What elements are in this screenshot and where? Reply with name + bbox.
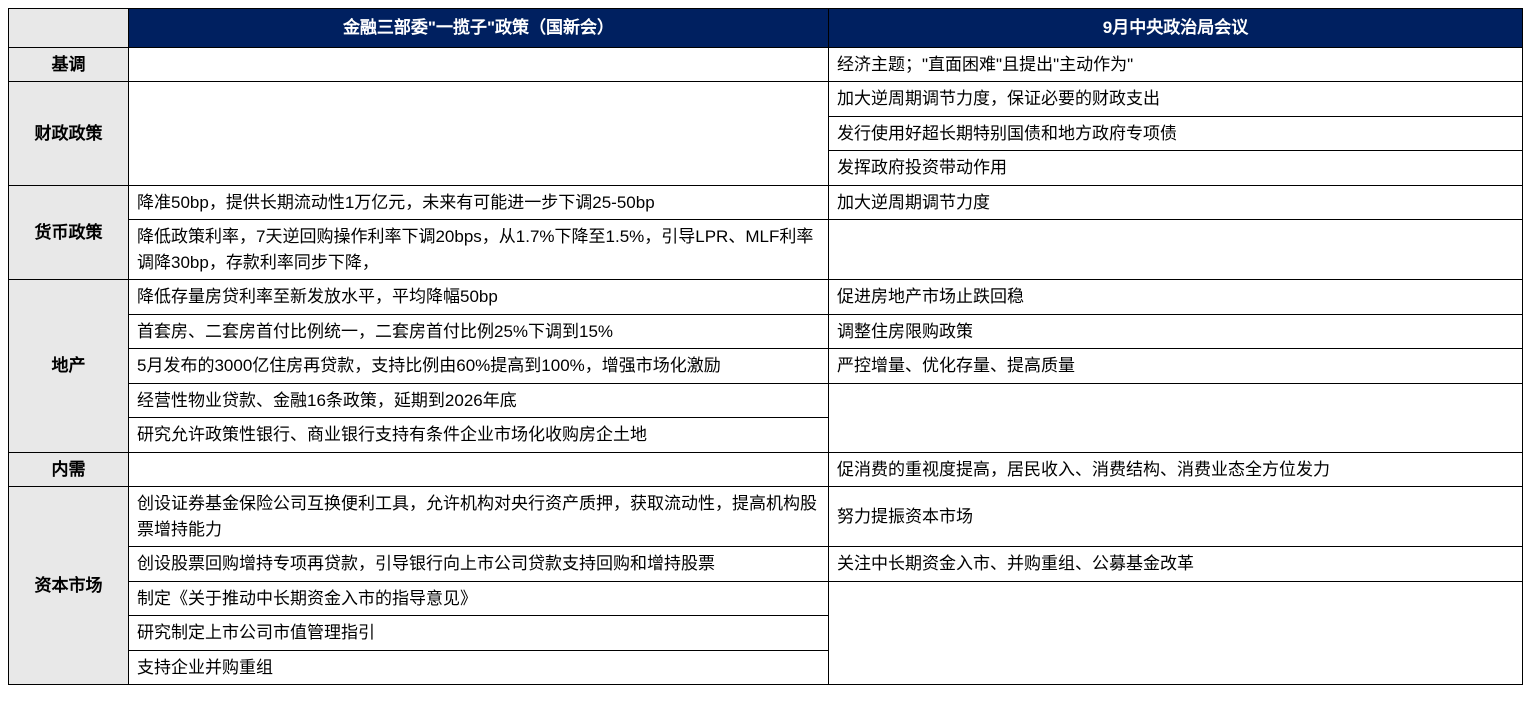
table-row: 5月发布的3000亿住房再贷款，支持比例由60%提高到100%，增强市场化激励 … [9,349,1523,384]
cell-empty [129,452,829,487]
cell-empty [829,383,1523,452]
cell-content: 制定《关于推动中长期资金入市的指导意见》 [129,581,829,616]
cell-content: 严控增量、优化存量、提高质量 [829,349,1523,384]
category-monetary: 货币政策 [9,185,129,280]
cell-content: 经济主题；"直面困难"且提出"主动作为" [829,47,1523,82]
cell-content: 发行使用好超长期特别国债和地方政府专项债 [829,116,1523,151]
table-row: 货币政策 降准50bp，提供长期流动性1万亿元，未来有可能进一步下调25-50b… [9,185,1523,220]
cell-content: 促消费的重视度提高，居民收入、消费结构、消费业态全方位发力 [829,452,1523,487]
table-row: 创设股票回购增持专项再贷款，引导银行向上市公司贷款支持回购和增持股票 关注中长期… [9,547,1523,582]
table-row: 首套房、二套房首付比例统一，二套房首付比例25%下调到15% 调整住房限购政策 [9,314,1523,349]
header-left: 金融三部委"一揽子"政策（国新会） [129,9,829,48]
category-realestate: 地产 [9,280,129,453]
cell-empty [829,581,1523,685]
cell-empty [829,220,1523,280]
table-row: 内需 促消费的重视度提高，居民收入、消费结构、消费业态全方位发力 [9,452,1523,487]
cell-content: 5月发布的3000亿住房再贷款，支持比例由60%提高到100%，增强市场化激励 [129,349,829,384]
cell-content: 关注中长期资金入市、并购重组、公募基金改革 [829,547,1523,582]
policy-comparison-table: 金融三部委"一揽子"政策（国新会） 9月中央政治局会议 基调 经济主题；"直面困… [8,8,1523,685]
category-demand: 内需 [9,452,129,487]
cell-empty [129,82,829,186]
cell-content: 首套房、二套房首付比例统一，二套房首付比例25%下调到15% [129,314,829,349]
table-row: 经营性物业贷款、金融16条政策，延期到2026年底 [9,383,1523,418]
cell-content: 努力提振资本市场 [829,487,1523,547]
cell-content: 支持企业并购重组 [129,650,829,685]
cell-content: 创设证券基金保险公司互换便利工具，允许机构对央行资产质押，获取流动性，提高机构股… [129,487,829,547]
table-row: 财政政策 加大逆周期调节力度，保证必要的财政支出 [9,82,1523,117]
cell-content: 经营性物业贷款、金融16条政策，延期到2026年底 [129,383,829,418]
cell-content: 创设股票回购增持专项再贷款，引导银行向上市公司贷款支持回购和增持股票 [129,547,829,582]
cell-empty [129,47,829,82]
cell-content: 加大逆周期调节力度 [829,185,1523,220]
header-row: 金融三部委"一揽子"政策（国新会） 9月中央政治局会议 [9,9,1523,48]
cell-content: 研究制定上市公司市值管理指引 [129,616,829,651]
table-row: 地产 降低存量房贷利率至新发放水平，平均降幅50bp 促进房地产市场止跌回稳 [9,280,1523,315]
table-row: 降低政策利率，7天逆回购操作利率下调20bps，从1.7%下降至1.5%，引导L… [9,220,1523,280]
cell-content: 降低存量房贷利率至新发放水平，平均降幅50bp [129,280,829,315]
cell-content: 降低政策利率，7天逆回购操作利率下调20bps，从1.7%下降至1.5%，引导L… [129,220,829,280]
cell-content: 调整住房限购政策 [829,314,1523,349]
category-capital: 资本市场 [9,487,129,685]
table-row: 基调 经济主题；"直面困难"且提出"主动作为" [9,47,1523,82]
category-tone: 基调 [9,47,129,82]
cell-content: 发挥政府投资带动作用 [829,151,1523,186]
table-row: 资本市场 创设证券基金保险公司互换便利工具，允许机构对央行资产质押，获取流动性，… [9,487,1523,547]
cell-content: 降准50bp，提供长期流动性1万亿元，未来有可能进一步下调25-50bp [129,185,829,220]
header-right: 9月中央政治局会议 [829,9,1523,48]
table-row: 制定《关于推动中长期资金入市的指导意见》 [9,581,1523,616]
corner-cell [9,9,129,48]
cell-content: 促进房地产市场止跌回稳 [829,280,1523,315]
cell-content: 研究允许政策性银行、商业银行支持有条件企业市场化收购房企土地 [129,418,829,453]
cell-content: 加大逆周期调节力度，保证必要的财政支出 [829,82,1523,117]
category-fiscal: 财政政策 [9,82,129,186]
